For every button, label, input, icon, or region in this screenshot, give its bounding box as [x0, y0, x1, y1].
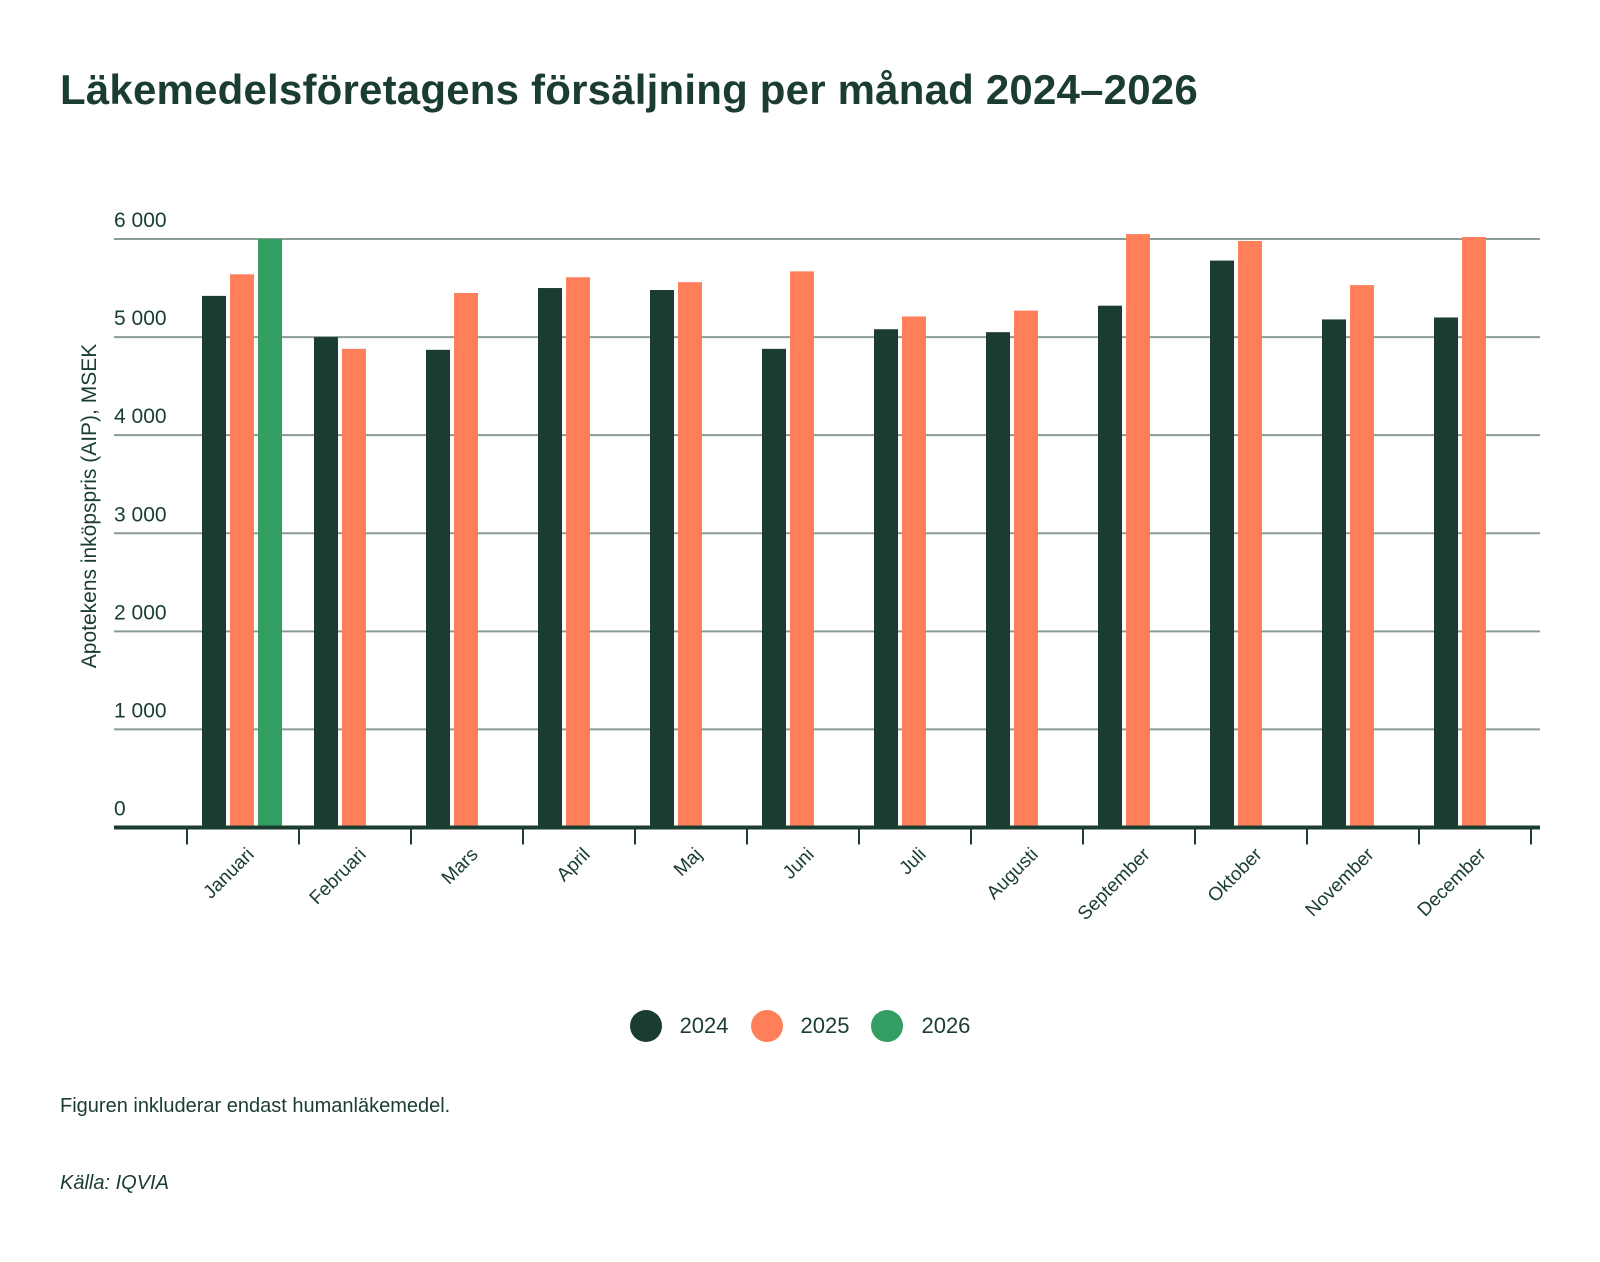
x-tick-label: November — [1302, 844, 1379, 921]
legend-item-2026: 2026 — [871, 1010, 970, 1042]
bar-2025-augusti — [1014, 310, 1038, 828]
footnote: Figuren inkluderar endast humanläkemedel… — [60, 1095, 451, 1117]
bar-2024-augusti — [986, 332, 1010, 828]
bar-2024-september — [1098, 305, 1122, 828]
legend-label: 2025 — [800, 1013, 850, 1038]
bar-2024-januari — [202, 295, 226, 828]
x-tick-label: Juli — [896, 844, 931, 879]
bar-2025-december — [1462, 237, 1486, 828]
bar-2024-maj — [650, 290, 674, 828]
bar-2024-februari — [314, 337, 338, 828]
bar-2024-april — [538, 288, 562, 828]
legend-swatch-2026 — [871, 1010, 904, 1042]
bar-2025-oktober — [1238, 240, 1262, 828]
x-axis — [114, 825, 1540, 845]
x-tick-label: April — [553, 844, 595, 886]
y-tick-label: 5 000 — [114, 307, 167, 330]
bar-2025-april — [566, 277, 590, 828]
bar-2025-november — [1350, 285, 1374, 828]
bar-2024-november — [1322, 319, 1346, 828]
bar-2026-januari — [258, 239, 282, 828]
legend-swatch-2025 — [750, 1010, 783, 1042]
bar-2025-september — [1126, 234, 1150, 828]
x-tick-label: Maj — [670, 844, 707, 881]
bar-2025-maj — [678, 282, 702, 828]
x-tick-label: September — [1074, 844, 1155, 925]
x-tick-label: Mars — [438, 844, 483, 889]
x-tick-label: Januari — [200, 844, 259, 903]
bar-2024-juli — [874, 329, 898, 828]
legend-item-2024: 2024 — [629, 1010, 729, 1042]
x-tick-label: Augusti — [983, 844, 1043, 904]
legend-label: 2026 — [921, 1013, 971, 1038]
bar-2024-oktober — [1210, 260, 1234, 828]
bar-2024-december — [1434, 317, 1458, 828]
legend-label: 2024 — [679, 1013, 729, 1038]
x-axis-labels: Januari Februari Mars April Maj Juni Juli Augus… — [200, 844, 1491, 925]
y-axis-title: Apotekens inköpspris (AIP), MSEK — [78, 344, 101, 668]
y-tick-label: 6 000 — [114, 209, 167, 232]
bar-2025-mars — [454, 292, 478, 828]
x-tick-label: Oktober — [1204, 844, 1267, 907]
chart-title: Läkemedelsföretagens försäljning per mån… — [60, 66, 1198, 113]
bar-2025-juni — [790, 271, 814, 828]
bar-2025-februari — [342, 348, 366, 828]
bar-2025-juli — [902, 316, 926, 828]
x-tick-label: Juni — [779, 844, 818, 883]
x-tick-label: December — [1414, 844, 1491, 921]
bar-2025-januari — [230, 274, 254, 828]
y-tick-label: 3 000 — [114, 503, 167, 526]
bars — [202, 234, 1486, 828]
bar-2024-mars — [426, 349, 450, 828]
y-tick-label: 1 000 — [114, 699, 167, 722]
source-credit: Källa: IQVIA — [60, 1172, 169, 1194]
y-axis-ticks: 0 1 000 2 000 3 000 4 000 5 000 6 000 — [114, 209, 167, 821]
x-tick-label: Februari — [306, 844, 371, 909]
legend: 2024 2025 2026 — [0, 1010, 1600, 1042]
y-tick-label: 4 000 — [114, 405, 167, 428]
bar-2024-juni — [762, 348, 786, 828]
y-tick-label: 2 000 — [114, 601, 167, 624]
legend-swatch-2024 — [629, 1010, 662, 1042]
legend-item-2025: 2025 — [750, 1010, 850, 1042]
y-tick-label: 0 — [114, 798, 126, 821]
